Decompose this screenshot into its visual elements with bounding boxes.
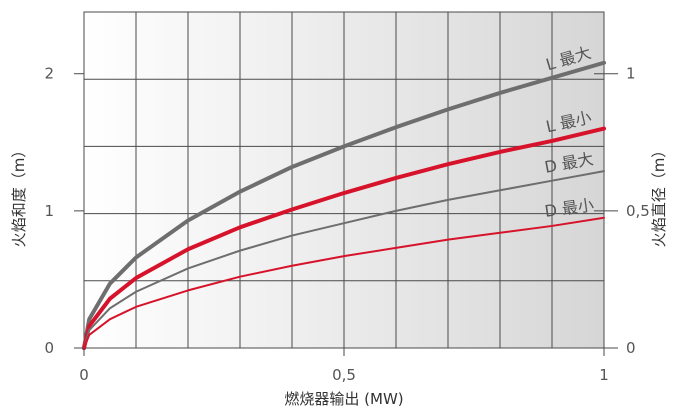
x-tick-label: 1: [599, 366, 609, 384]
series-line: [82, 60, 606, 350]
series-line: [83, 216, 605, 349]
x-axis-title: 燃烧器输出 (MW): [284, 390, 403, 408]
x-tick-label: 0: [79, 366, 89, 384]
y-right-tick-label: 0,5: [626, 202, 650, 220]
series-line: [82, 126, 606, 350]
y-left-tick-label: 1: [44, 202, 54, 220]
y-left-tick-label: 2: [44, 65, 54, 83]
y-left-axis-title: 火焰和度（m）: [10, 143, 28, 248]
y-right-tick-label: 1: [626, 65, 636, 83]
series-lines: [82, 60, 606, 350]
y-right-axis-title: 火焰直径（m）: [650, 143, 668, 248]
x-tick-label: 0,5: [332, 366, 356, 384]
y-right-tick-label: 0: [626, 339, 636, 357]
series-line: [83, 170, 605, 349]
y-left-tick-label: 0: [44, 339, 54, 357]
